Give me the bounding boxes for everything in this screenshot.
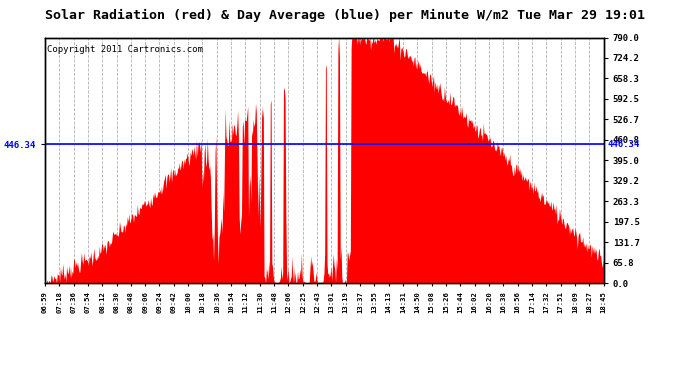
Text: 446.34: 446.34 bbox=[608, 140, 640, 149]
Text: Solar Radiation (red) & Day Average (blue) per Minute W/m2 Tue Mar 29 19:01: Solar Radiation (red) & Day Average (blu… bbox=[45, 9, 645, 22]
Text: Copyright 2011 Cartronics.com: Copyright 2011 Cartronics.com bbox=[46, 45, 202, 54]
